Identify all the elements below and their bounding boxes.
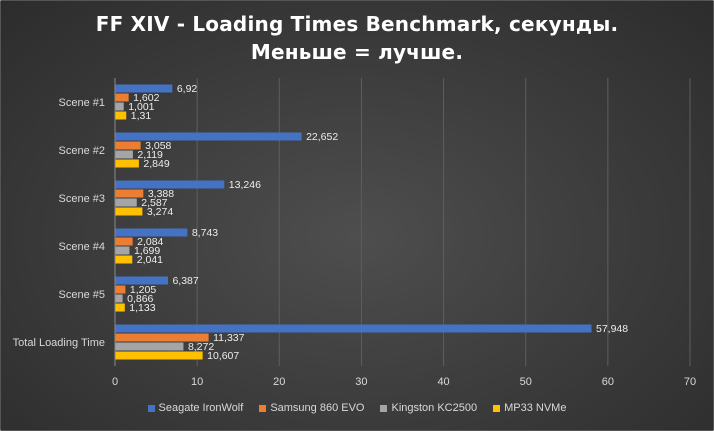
data-label: 3,388 bbox=[148, 188, 174, 200]
data-label: 6,387 bbox=[172, 275, 198, 287]
x-tick-label: 20 bbox=[273, 376, 285, 388]
bar bbox=[115, 150, 133, 159]
bar bbox=[115, 237, 133, 246]
x-tick-label: 50 bbox=[520, 376, 532, 388]
legend-swatch bbox=[147, 404, 155, 412]
category-label: Total Loading Time bbox=[13, 337, 105, 349]
x-tick-label: 10 bbox=[191, 376, 203, 388]
bar bbox=[115, 324, 592, 333]
category-label: Scene #3 bbox=[59, 193, 105, 205]
bar bbox=[115, 351, 203, 360]
data-label: 3,274 bbox=[147, 206, 173, 218]
data-label: 1,001 bbox=[128, 101, 154, 113]
category-label: Scene #2 bbox=[59, 145, 105, 157]
bar bbox=[115, 189, 144, 198]
data-label: 2,041 bbox=[137, 254, 163, 266]
legend-swatch bbox=[259, 404, 267, 412]
data-label: 2,849 bbox=[143, 158, 169, 170]
bar bbox=[115, 180, 225, 189]
data-label: 1,31 bbox=[131, 110, 152, 122]
legend-item: MP33 NVMe bbox=[493, 402, 566, 414]
bar bbox=[115, 228, 188, 237]
legend-label: Samsung 860 EVO bbox=[270, 402, 365, 414]
x-tick-label: 0 bbox=[112, 376, 118, 388]
category-label: Scene #4 bbox=[59, 241, 105, 253]
bar bbox=[115, 255, 133, 264]
data-label: 22,652 bbox=[306, 131, 338, 143]
bar bbox=[115, 207, 143, 216]
data-label: 10,607 bbox=[207, 350, 239, 362]
bar bbox=[115, 132, 302, 141]
bar bbox=[115, 198, 137, 207]
bar bbox=[115, 342, 184, 351]
legend: Seagate IronWolf Samsung 860 EVO Kingston … bbox=[0, 402, 714, 414]
data-label: 11,337 bbox=[213, 332, 244, 344]
legend-label: Seagate IronWolf bbox=[158, 402, 244, 414]
x-tick-label: 40 bbox=[437, 376, 449, 388]
bar bbox=[115, 111, 127, 120]
data-label: 8,743 bbox=[192, 227, 218, 239]
bar bbox=[115, 276, 168, 285]
data-label: 1,133 bbox=[129, 302, 155, 314]
data-label: 1,699 bbox=[134, 245, 160, 257]
data-label: 13,246 bbox=[229, 179, 261, 191]
data-label: 0,866 bbox=[127, 293, 153, 305]
x-tick-label: 60 bbox=[602, 376, 614, 388]
chart-subtitle: Меньше = лучше. bbox=[250, 40, 464, 64]
category-label: Scene #1 bbox=[59, 97, 105, 109]
bar bbox=[115, 303, 125, 312]
data-label: 2,587 bbox=[141, 197, 167, 209]
legend-label: MP33 NVMe bbox=[504, 402, 567, 414]
legend-item: Samsung 860 EVO bbox=[259, 402, 364, 414]
data-label: 2,119 bbox=[137, 149, 163, 161]
data-label: 1,205 bbox=[130, 284, 156, 296]
bar bbox=[115, 141, 141, 150]
bar bbox=[115, 333, 209, 342]
bar bbox=[115, 285, 126, 294]
legend-swatch bbox=[493, 404, 501, 412]
bar bbox=[115, 102, 124, 111]
data-label: 8,272 bbox=[188, 341, 214, 353]
bar bbox=[115, 294, 123, 303]
data-label: 1,602 bbox=[133, 92, 159, 104]
legend-label: Kingston KC2500 bbox=[391, 402, 478, 414]
legend-item: Seagate IronWolf bbox=[147, 402, 244, 414]
bar bbox=[115, 246, 130, 255]
chart-title: FF XIV - Loading Times Benchmark, секунд… bbox=[95, 12, 619, 36]
bar bbox=[115, 93, 129, 102]
data-label: 2,084 bbox=[137, 236, 163, 248]
bar bbox=[115, 159, 139, 168]
x-tick-label: 30 bbox=[355, 376, 367, 388]
bar bbox=[115, 84, 173, 93]
data-label: 6,92 bbox=[177, 83, 198, 95]
data-label: 57,948 bbox=[596, 323, 628, 335]
category-label: Scene #5 bbox=[59, 289, 105, 301]
legend-item: Kingston KC2500 bbox=[380, 402, 477, 414]
data-label: 3,058 bbox=[145, 140, 171, 152]
x-tick-label: 70 bbox=[684, 376, 696, 388]
legend-swatch bbox=[380, 404, 388, 412]
